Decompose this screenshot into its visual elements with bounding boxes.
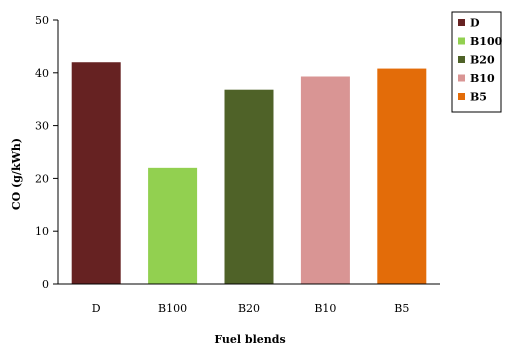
legend-label: D [470,17,480,30]
y-axis-ticks: 0 10 20 30 40 50 [35,14,58,291]
legend-swatch-b20 [458,56,465,63]
bar-d [71,62,121,284]
legend: D B100 B20 B10 B5 [451,11,503,113]
bar-b100 [148,167,198,284]
legend-swatch-b10 [458,74,465,82]
bar-b10 [300,76,350,284]
legend-swatch-d [458,19,465,26]
y-tick-label: 40 [35,67,49,80]
y-tick-label: 50 [35,14,49,27]
legend-label: B5 [470,91,487,104]
y-axis-title: CO (g/kWh) [10,138,23,210]
y-tick-label: 20 [35,172,49,185]
x-tick-label: B100 [158,302,187,315]
legend-label: B20 [470,54,495,67]
legend-label: B10 [470,72,495,85]
bar-b20 [224,89,274,284]
legend-swatch-b100 [458,37,465,45]
legend-label: B100 [470,35,503,48]
bars [71,62,427,285]
x-tick-label: D [92,302,101,315]
x-tick-label: B10 [314,302,336,315]
x-tick-label: B5 [394,302,409,315]
bar-b5 [377,68,427,285]
y-tick-label: 10 [35,225,49,238]
x-axis-title: Fuel blends [214,333,285,345]
x-tick-label: B20 [238,302,260,315]
legend-swatch-b5 [458,93,465,100]
y-tick-label: 30 [35,120,49,133]
x-axis-ticks: D B100 B20 B10 B5 [92,302,410,315]
y-tick-label: 0 [42,278,49,291]
